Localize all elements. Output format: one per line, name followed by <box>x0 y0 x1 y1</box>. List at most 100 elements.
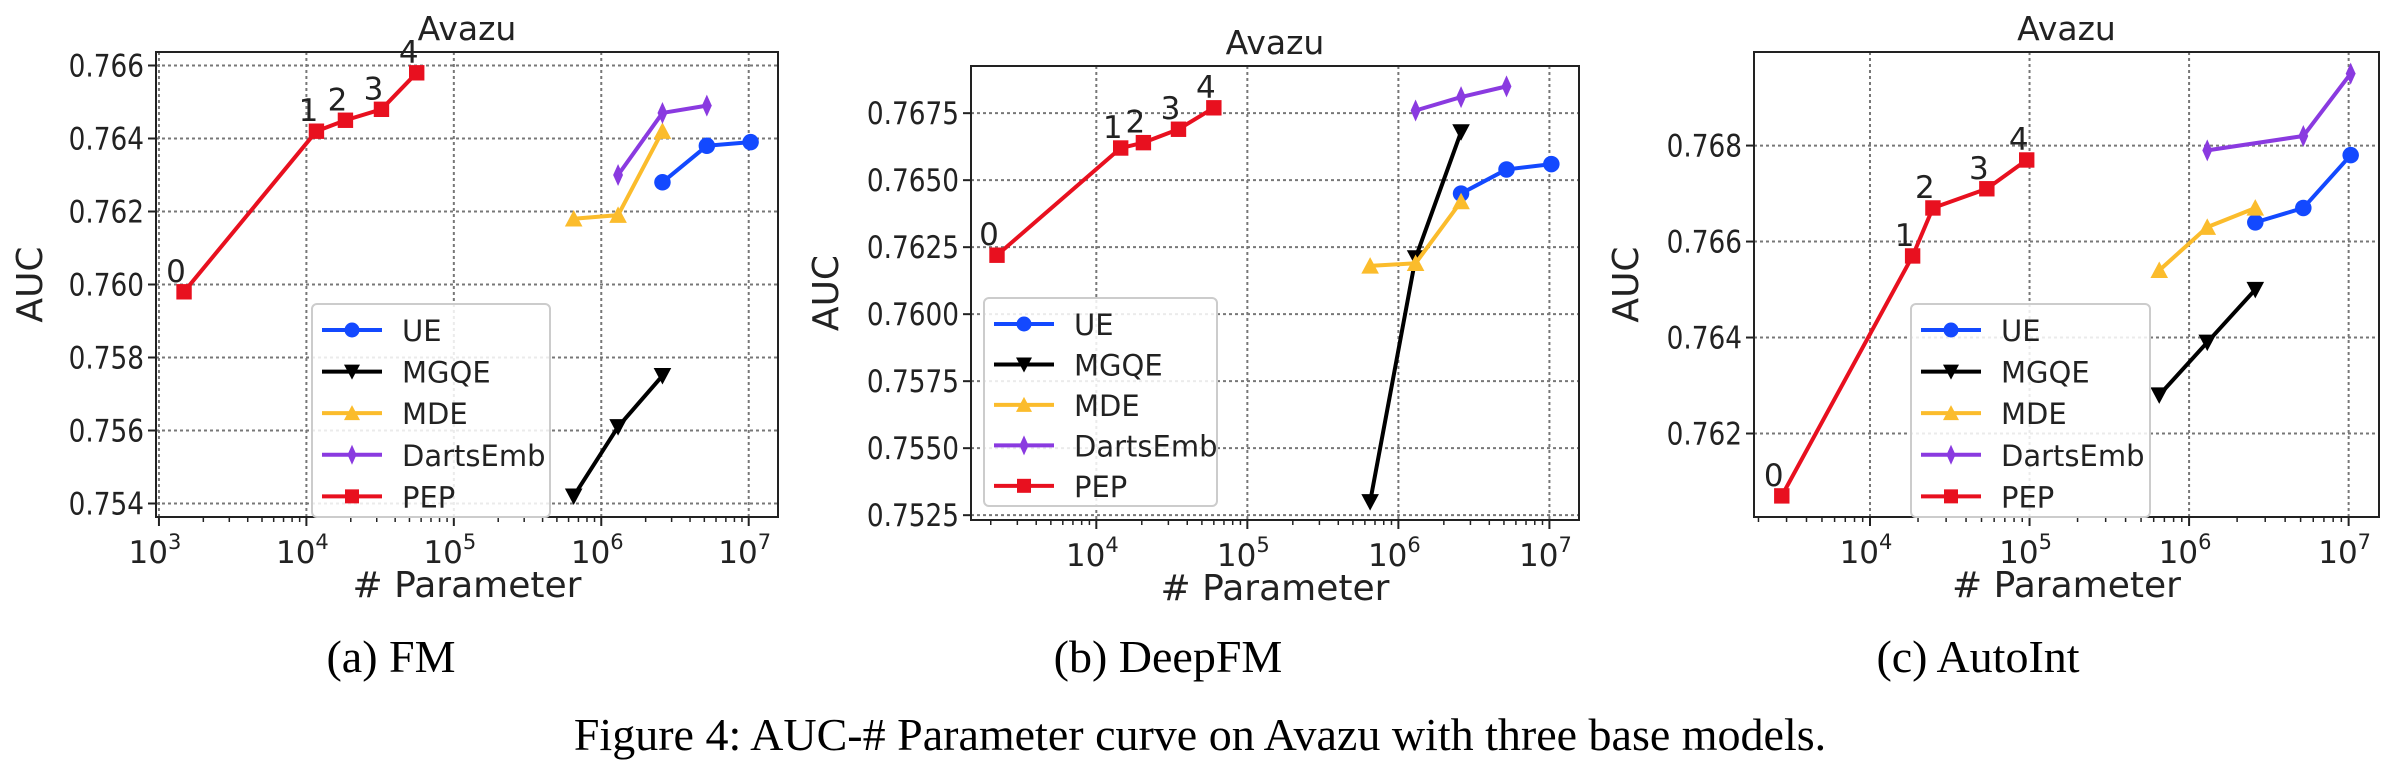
data-point <box>2342 146 2359 164</box>
legend-label: MDE <box>402 397 468 431</box>
legend-label: DartsEmb <box>402 439 546 473</box>
point-label: 4 <box>399 35 419 71</box>
x-axis-label: # Parameter <box>1161 568 1390 609</box>
data-point <box>1406 254 1425 271</box>
legend-label: PEP <box>402 480 455 514</box>
data-point <box>2246 199 2265 216</box>
x-tick-exponent: 6 <box>610 530 623 554</box>
legend-label: DartsEmb <box>1074 429 1218 463</box>
series-line <box>2206 72 2353 153</box>
x-tick-exponent: 7 <box>2358 530 2371 554</box>
y-tick-label: 0.7525 <box>867 497 959 534</box>
legend-marker-icon <box>347 444 357 465</box>
data-point <box>2019 152 2035 168</box>
y-tick-label: 0.764 <box>1667 319 1742 356</box>
data-point <box>2246 281 2265 299</box>
legend-item-mgqe: MGQE <box>1921 356 2090 390</box>
legend: UE MGQE MDE DartsEmb PEP <box>1910 303 2151 518</box>
data-point <box>1361 494 1379 511</box>
x-tick-base: 10 <box>1519 538 1558 574</box>
subfigure-caption: (b) DeepFM <box>1054 631 1283 682</box>
data-point <box>1925 200 1941 216</box>
subfigure-caption: (a) FM <box>326 631 455 682</box>
y-tick-label: 0.760 <box>69 266 144 303</box>
data-point <box>1498 161 1515 178</box>
legend-item-mde: MDE <box>1921 397 2067 431</box>
series-mde <box>1361 192 1470 274</box>
legend-label: MGQE <box>2001 356 2090 390</box>
series-ue <box>1452 155 1560 202</box>
series-mde <box>564 122 672 227</box>
point-label: 3 <box>1969 151 1989 187</box>
chart-2: 0.7525 0.7550 0.7575 0.7600 0.7625 0.7650 0.76… <box>806 23 1580 682</box>
series-mde <box>2150 199 2265 279</box>
data-point <box>1410 99 1421 122</box>
legend-marker-icon <box>344 322 360 338</box>
x-tick-base: 10 <box>129 535 168 571</box>
x-tick-exponent: 7 <box>758 530 771 554</box>
x-tick-base: 10 <box>1066 538 1105 574</box>
data-point <box>989 247 1005 263</box>
x-tick-label: 104 <box>1840 530 1893 571</box>
legend-label: MGQE <box>402 356 491 390</box>
legend-marker-icon <box>344 405 360 421</box>
data-point <box>337 112 354 128</box>
x-tick-exponent: 6 <box>2198 530 2211 554</box>
x-tick-base: 10 <box>276 535 315 571</box>
series-dartsemb <box>613 94 712 187</box>
point-label: 0 <box>979 217 999 253</box>
data-point <box>2298 124 2309 147</box>
subfigure-caption: (c) AutoInt <box>1876 631 2079 682</box>
legend-marker-icon <box>1943 322 1959 338</box>
data-point <box>2202 139 2213 162</box>
data-point <box>409 65 425 81</box>
x-tick-label: 107 <box>718 530 771 571</box>
legend-item-pep: PEP <box>322 480 455 514</box>
data-point <box>2247 214 2264 231</box>
data-point <box>1452 192 1470 210</box>
data-point <box>1135 134 1152 151</box>
x-tick-label: 106 <box>571 530 624 571</box>
point-label: 1 <box>1895 218 1915 254</box>
x-tick-exponent: 5 <box>463 530 476 554</box>
data-point <box>2198 334 2217 352</box>
data-point <box>1361 257 1379 274</box>
legend-marker-icon <box>344 364 360 380</box>
series-ue <box>654 133 759 191</box>
legend-item-ue: UE <box>322 314 442 348</box>
legend-item-dartsemb: DartsEmb <box>1921 439 2145 473</box>
x-tick-label: 104 <box>276 530 329 571</box>
data-point <box>1170 121 1187 137</box>
point-label: 2 <box>1126 105 1146 141</box>
y-tick-label: 0.762 <box>69 193 144 230</box>
series-line <box>1368 131 1463 503</box>
data-point <box>1979 181 1995 197</box>
point-label: 0 <box>166 254 186 290</box>
data-point <box>653 368 672 385</box>
x-tick-base: 10 <box>423 535 462 571</box>
x-tick-label: 107 <box>1519 533 1572 574</box>
y-axis-label: AUC <box>806 255 847 331</box>
legend-item-mgqe: MGQE <box>322 356 491 390</box>
x-tick-base: 10 <box>571 535 610 571</box>
series-dartsemb <box>2202 62 2356 162</box>
x-tick-base: 10 <box>1217 538 1256 574</box>
data-point <box>308 123 325 139</box>
x-tick-label: 103 <box>129 530 182 571</box>
legend-item-dartsemb: DartsEmb <box>994 429 1218 463</box>
legend-label: PEP <box>1074 470 1127 504</box>
x-tick-base: 10 <box>2159 535 2198 571</box>
x-tick-exponent: 5 <box>2039 530 2052 554</box>
data-point <box>176 284 192 300</box>
legend-box <box>311 303 551 518</box>
x-tick-exponent: 4 <box>315 530 328 554</box>
x-tick-exponent: 4 <box>1105 533 1118 557</box>
x-tick-base: 10 <box>718 535 757 571</box>
data-point <box>1543 155 1560 173</box>
data-point <box>609 419 627 436</box>
legend-marker-icon <box>1016 357 1032 373</box>
legend-item-pep: PEP <box>1921 480 2054 514</box>
